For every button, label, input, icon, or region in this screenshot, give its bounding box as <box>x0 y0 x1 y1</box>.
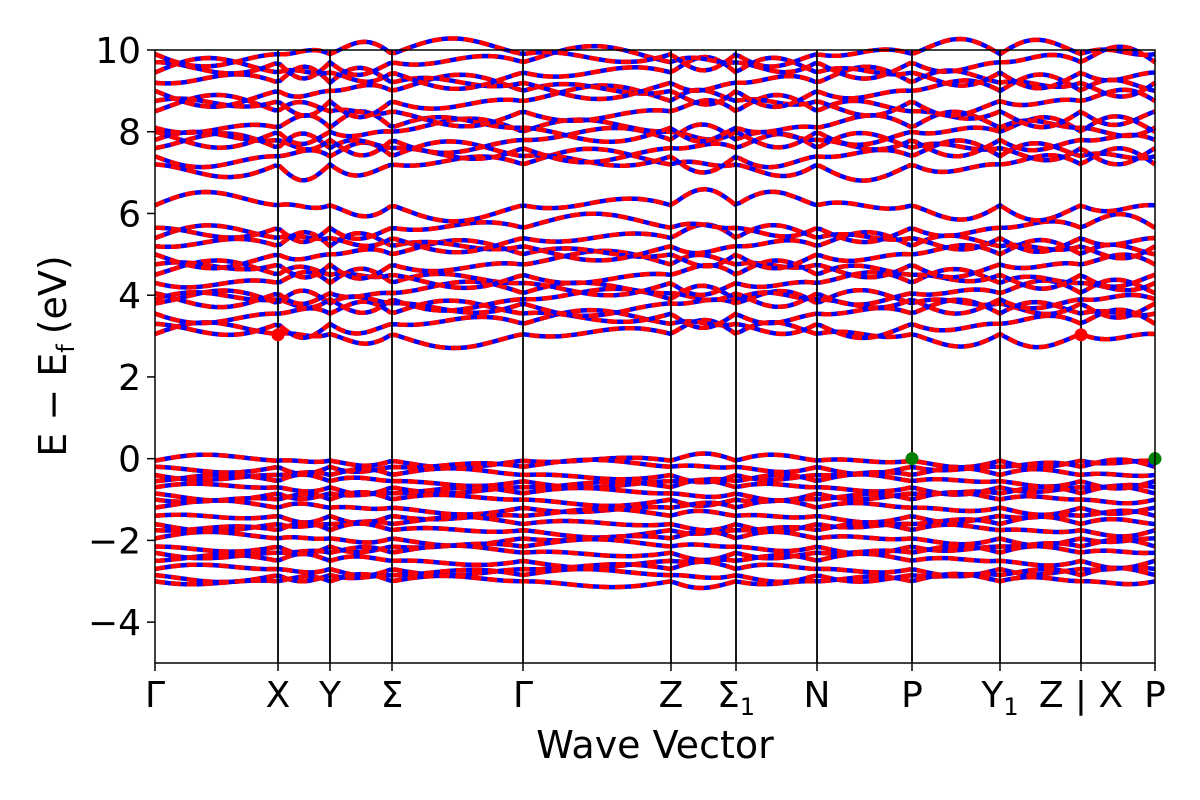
conduction-band-spin-up <box>154 222 1156 255</box>
upper-band-spin-up <box>154 54 1156 92</box>
valence-band-spin-up <box>154 457 1156 477</box>
conduction-band-spin-up <box>154 297 1156 331</box>
y-tick-label: 0 <box>118 440 141 481</box>
conduction-band-spin-up <box>154 237 1156 271</box>
upper-band-spin-up <box>154 146 1157 183</box>
upper-band-spin-up <box>155 43 1157 81</box>
y-tick-label: 4 <box>118 276 141 317</box>
conduction-band-spin-up <box>154 317 1156 351</box>
upper-band-spin-up <box>154 186 1156 224</box>
valence-band-spin-up <box>154 551 1156 571</box>
valence-band-spin-up <box>154 472 1156 491</box>
plot-frame <box>154 49 1156 664</box>
x-tick-label: Σ1 <box>717 675 755 721</box>
y-axis-label-unit: (eV) <box>31 255 75 334</box>
upper-band-spin-up <box>154 36 1156 73</box>
x-axis-ticks: Γ X Y Σ Γ Z Σ1 N P Y1 Z | X P <box>145 663 1166 721</box>
conduction-band-spin-up <box>154 248 1157 281</box>
x-tick-label: Γ <box>513 675 533 716</box>
x-tick-label: N <box>804 675 831 716</box>
conduction-band-spin-up <box>154 307 1157 341</box>
valence-band-spin-up <box>154 571 1156 591</box>
cbm-marker <box>271 328 285 342</box>
y-axis-label: E − Ef (eV) <box>31 255 80 457</box>
conduction-band-spin-up <box>154 287 1157 320</box>
bands-group <box>154 36 1157 591</box>
y-axis-label-sub: f <box>52 344 80 353</box>
x-tick-label: P <box>1144 675 1166 716</box>
x-tick-label: Z | X <box>1039 675 1123 716</box>
y-axis-ticks: −4 −2 0 2 4 6 8 10 <box>88 31 155 644</box>
valence-band-spin-up <box>154 529 1156 548</box>
valence-band-spin-up <box>154 489 1156 509</box>
conduction-band-spin-up <box>154 258 1156 291</box>
upper-band-spin-up <box>154 72 1156 110</box>
kpoint-lines <box>277 50 1082 663</box>
y-tick-label: −4 <box>88 603 141 644</box>
valence-band-spin-up <box>154 465 1156 485</box>
x-tick-label: Y1 <box>980 675 1018 721</box>
upper-band-spin-up <box>154 109 1157 145</box>
upper-band-spin-up <box>154 92 1156 130</box>
valence-band-spin-up <box>154 543 1156 563</box>
x-tick-label: P <box>901 675 923 716</box>
conduction-band-spin-up <box>154 229 1157 263</box>
x-tick-label: Y <box>318 675 342 716</box>
conduction-band-spin-up <box>155 211 1157 245</box>
x-tick-label: Z <box>659 675 684 716</box>
x-tick-label: Σ <box>381 675 404 716</box>
valence-band-spin-up <box>154 559 1156 579</box>
x-axis-label: Wave Vector <box>536 723 774 767</box>
cbm-marker <box>1074 328 1088 342</box>
vbm-marker <box>905 452 919 466</box>
y-tick-label: −2 <box>88 521 141 562</box>
valence-band-spin-up <box>154 520 1156 540</box>
y-tick-label: 6 <box>118 194 141 235</box>
y-tick-label: 2 <box>118 358 141 399</box>
conduction-band-spin-up <box>154 266 1156 298</box>
y-tick-label: 8 <box>118 113 141 154</box>
x-tick-label: X <box>266 675 291 716</box>
x-tick-label: Γ <box>145 675 165 716</box>
upper-band-spin-up <box>154 83 1157 120</box>
y-axis-label-main: E − E <box>31 353 75 457</box>
upper-band-spin-up <box>154 130 1157 167</box>
y-tick-label: 10 <box>95 31 141 72</box>
extrema-markers <box>271 328 1162 466</box>
valence-band-spin-up <box>154 498 1156 518</box>
valence-band-spin-up <box>154 506 1156 526</box>
valence-band-spin-up <box>154 451 1156 471</box>
conduction-band-spin-up <box>154 277 1156 310</box>
